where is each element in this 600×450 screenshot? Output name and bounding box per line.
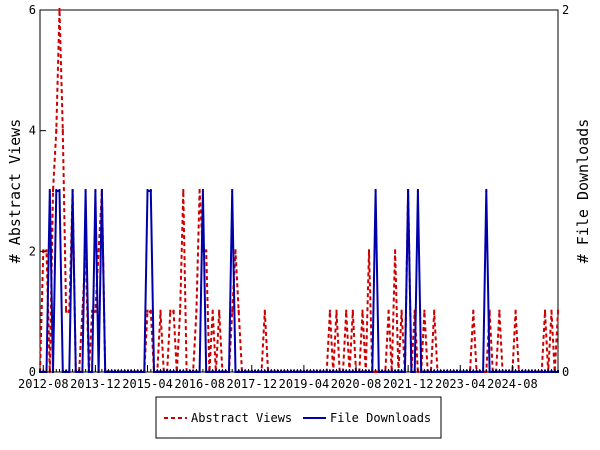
data-point-file-downloads <box>416 189 419 192</box>
data-point-abstract-views <box>433 309 436 313</box>
data-point-file-downloads <box>146 189 149 192</box>
data-point-abstract-views <box>488 309 491 313</box>
y-tick-label-right: 2 <box>562 3 569 17</box>
y-axis-label-left: # Abstract Views <box>6 119 24 264</box>
data-point-abstract-views <box>84 249 87 253</box>
data-point-abstract-views <box>544 309 546 313</box>
plot-area <box>39 9 559 373</box>
data-point-abstract-views <box>557 309 559 313</box>
x-tick-label: 2019-04 <box>279 377 330 391</box>
data-point-abstract-views <box>159 309 162 313</box>
data-point-file-downloads <box>374 189 377 192</box>
data-point-abstract-views <box>498 309 501 313</box>
data-point-abstract-views <box>263 309 266 313</box>
data-point-abstract-views <box>351 309 354 313</box>
data-point-abstract-views <box>328 309 331 313</box>
data-point-abstract-views <box>237 309 240 313</box>
data-point-abstract-views <box>65 309 68 313</box>
data-point-abstract-views <box>42 249 45 253</box>
y-axis-label-right: # File Downloads <box>574 119 592 264</box>
y-tick-label-right: 0 <box>562 365 569 379</box>
data-point-abstract-views <box>61 128 64 132</box>
data-point-file-downloads <box>94 189 97 192</box>
y-tick-label-left: 6 <box>29 3 36 17</box>
data-point-abstract-views <box>218 309 221 313</box>
x-tick-label: 2013-12 <box>70 377 121 391</box>
data-point-abstract-views <box>45 249 48 253</box>
data-point-abstract-views <box>52 189 54 192</box>
data-point-abstract-views <box>345 309 348 313</box>
x-tick-label: 2012-08 <box>18 377 69 391</box>
x-tick-label: 2024-08 <box>487 377 538 391</box>
data-point-file-downloads <box>84 189 87 192</box>
data-point-abstract-views <box>182 189 185 192</box>
data-point-file-downloads <box>201 189 204 192</box>
data-point-abstract-views <box>198 189 201 192</box>
data-point-abstract-views <box>472 309 475 313</box>
y-tick-label-left: 0 <box>29 365 36 379</box>
legend-label-file-downloads: File Downloads <box>330 411 431 425</box>
data-point-abstract-views <box>91 309 94 313</box>
data-point-abstract-views <box>58 8 61 11</box>
data-point-abstract-views <box>172 309 175 313</box>
data-point-file-downloads <box>407 189 410 192</box>
data-point-abstract-views <box>68 309 71 313</box>
data-point-file-downloads <box>58 189 61 192</box>
data-point-abstract-views <box>387 309 390 313</box>
data-point-abstract-views <box>97 249 100 253</box>
y-tick-label-left: 4 <box>29 124 36 138</box>
data-point-abstract-views <box>368 249 370 253</box>
data-point-abstract-views <box>205 249 208 253</box>
data-point-abstract-views <box>146 309 149 313</box>
legend-box <box>155 396 442 439</box>
data-point-abstract-views <box>335 309 338 313</box>
data-point-abstract-views <box>179 309 182 313</box>
series-line-file-downloads <box>40 190 558 373</box>
x-tick-label: 2015-04 <box>122 377 173 391</box>
data-point-abstract-views <box>201 249 204 253</box>
legend-label-abstract-views: Abstract Views <box>191 411 292 425</box>
x-tick-label: 2021-12 <box>383 377 434 391</box>
data-point-file-downloads <box>231 189 234 192</box>
data-point-abstract-views <box>394 249 397 253</box>
data-point-abstract-views <box>169 309 172 313</box>
data-point-file-downloads <box>71 189 74 192</box>
data-point-abstract-views <box>413 309 416 313</box>
data-point-abstract-views <box>550 309 553 313</box>
data-point-abstract-views <box>195 309 198 313</box>
data-point-abstract-views <box>211 309 214 313</box>
data-point-file-downloads <box>55 189 58 192</box>
data-point-file-downloads <box>149 189 152 192</box>
y-tick-label-left: 2 <box>29 244 36 258</box>
data-point-abstract-views <box>231 309 234 313</box>
data-point-abstract-views <box>55 128 58 132</box>
data-point-abstract-views <box>94 309 97 313</box>
x-tick-label: 2023-04 <box>435 377 486 391</box>
legend: Abstract Views File Downloads <box>155 396 442 439</box>
x-tick-label: 2017-12 <box>226 377 277 391</box>
x-tick-label: 2016-08 <box>174 377 225 391</box>
data-point-abstract-views <box>400 309 403 313</box>
data-point-abstract-views <box>149 309 152 313</box>
data-point-abstract-views <box>514 309 517 313</box>
data-point-file-downloads <box>48 189 51 192</box>
data-point-file-downloads <box>485 189 488 192</box>
data-point-abstract-views <box>361 309 364 313</box>
data-point-file-downloads <box>100 189 103 192</box>
data-point-abstract-views <box>423 309 426 313</box>
data-point-abstract-views <box>81 309 84 313</box>
data-point-abstract-views <box>234 249 237 253</box>
x-tick-label: 2020-08 <box>331 377 382 391</box>
